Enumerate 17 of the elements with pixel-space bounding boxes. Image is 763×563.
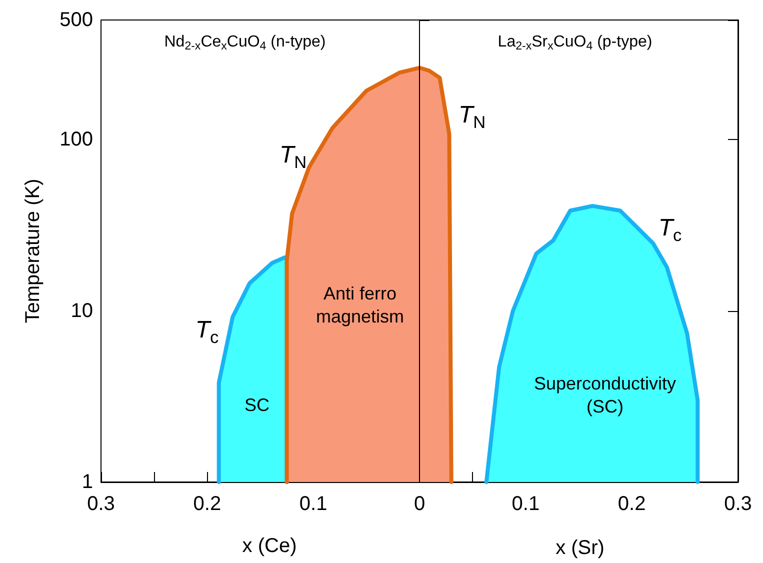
x-tick-label: 0.2 <box>193 493 222 515</box>
x-tick-label: 0 <box>414 493 426 515</box>
y-tick-label: 100 <box>60 128 93 151</box>
y-tick-label: 500 <box>60 9 93 31</box>
text: x (Sr) <box>556 537 604 559</box>
x-tick-label: 0.1 <box>299 493 328 515</box>
x-tick-label: 0.3 <box>724 493 752 515</box>
x-axis-title: x (Ce) <box>242 535 297 557</box>
y-axis-title: Temperature (K) <box>22 178 44 324</box>
y-tick-label: 10 <box>70 300 93 322</box>
x-tick-label: 0.2 <box>618 493 646 515</box>
annotation: SC <box>244 395 270 415</box>
annotation: Anti ferro magnetism <box>316 283 404 327</box>
y-tick-label: 1 <box>82 471 93 493</box>
x-tick-label: 0.1 <box>512 493 540 515</box>
annotation: Superconductivity (SC) <box>534 373 676 417</box>
x-tick-label: 0.3 <box>87 493 115 515</box>
